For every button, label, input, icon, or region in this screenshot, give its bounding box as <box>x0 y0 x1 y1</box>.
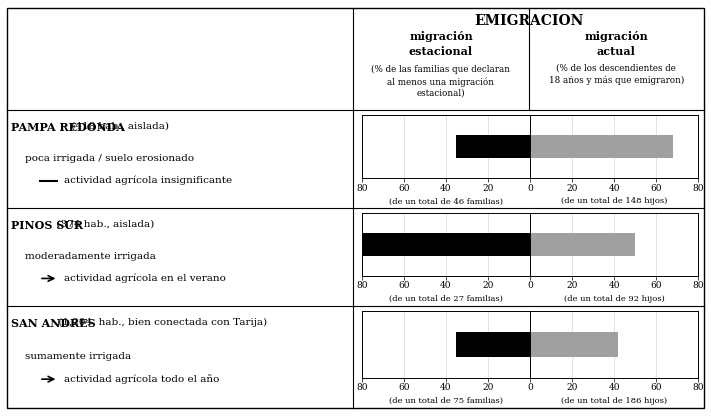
Bar <box>456 332 530 357</box>
Bar <box>530 233 635 256</box>
Text: EMIGRACION: EMIGRACION <box>474 14 583 27</box>
Bar <box>530 135 673 158</box>
Bar <box>362 233 530 256</box>
Text: (de un total de 92 hijos): (de un total de 92 hijos) <box>564 295 665 303</box>
Text: (374 hab., aislada): (374 hab., aislada) <box>50 220 154 229</box>
Text: (% de los descendientes de
18 años y más que emigraron): (% de los descendientes de 18 años y más… <box>549 64 684 85</box>
Text: actividad agrícola todo el año: actividad agrícola todo el año <box>64 374 220 384</box>
Text: (418 hab., aislada): (418 hab., aislada) <box>68 122 169 131</box>
Bar <box>456 135 530 158</box>
Bar <box>530 332 619 357</box>
Text: actividad agrícola insignificante: actividad agrícola insignificante <box>64 176 232 185</box>
Text: moderadamente irrigada: moderadamente irrigada <box>25 252 156 261</box>
Text: (de un total de 148 hijos): (de un total de 148 hijos) <box>561 198 668 206</box>
Text: (% de las familias que declaran
al menos una migración
estacional): (% de las familias que declaran al menos… <box>372 65 510 98</box>
Text: migración
estacional: migración estacional <box>409 31 473 57</box>
Text: PINOS SUR: PINOS SUR <box>11 220 82 231</box>
Text: (de un total de 75 familias): (de un total de 75 familias) <box>389 397 503 405</box>
Text: (1,204  hab., bien conectada con Tarija): (1,204 hab., bien conectada con Tarija) <box>55 318 267 327</box>
Text: actividad agrícola en el verano: actividad agrícola en el verano <box>64 274 226 283</box>
Text: sumamente irrigada: sumamente irrigada <box>25 352 131 361</box>
Text: migración
actual: migración actual <box>584 31 648 57</box>
Text: (de un total de 46 familias): (de un total de 46 familias) <box>389 198 503 206</box>
Text: (de un total de 27 familias): (de un total de 27 familias) <box>389 295 503 303</box>
Text: SAN ANDRES: SAN ANDRES <box>11 318 95 329</box>
Text: poca irrigada / suelo erosionado: poca irrigada / suelo erosionado <box>25 154 194 163</box>
Text: (de un total de 186 hijos): (de un total de 186 hijos) <box>561 397 667 405</box>
Text: PAMPA REDONDA: PAMPA REDONDA <box>11 122 124 133</box>
